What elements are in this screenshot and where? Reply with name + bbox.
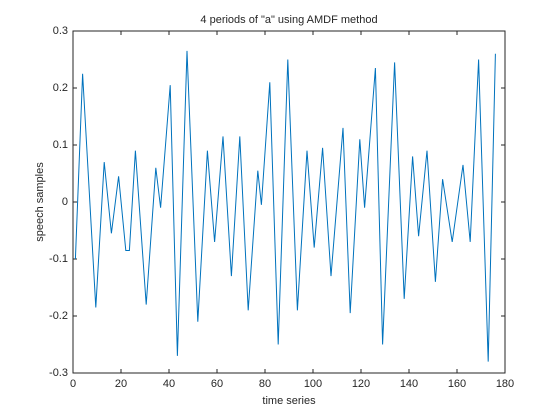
y-tick-label: 0.1 bbox=[53, 139, 68, 151]
x-tick-label: 80 bbox=[259, 378, 271, 390]
x-tick-label: 100 bbox=[304, 378, 322, 390]
y-tick-label: 0.3 bbox=[53, 25, 68, 37]
x-tick-label: 160 bbox=[448, 378, 466, 390]
line-series bbox=[74, 50, 496, 362]
x-tick-label: 0 bbox=[70, 378, 76, 390]
x-tick-label: 60 bbox=[211, 378, 223, 390]
chart-title: 4 periods of "a" using AMDF method bbox=[200, 14, 377, 26]
x-tick-label: 140 bbox=[400, 378, 418, 390]
x-tick-label: 120 bbox=[352, 378, 370, 390]
y-tick-label: -0.2 bbox=[49, 310, 68, 322]
y-tick-label: 0.2 bbox=[53, 82, 68, 94]
x-axis-label: time series bbox=[262, 395, 316, 407]
y-axis-label: speech samples bbox=[34, 162, 46, 242]
y-tick-label: -0.1 bbox=[49, 253, 68, 265]
y-tick-label: 0 bbox=[62, 196, 68, 208]
x-tick-label: 20 bbox=[115, 378, 127, 390]
x-tick-label: 180 bbox=[496, 378, 514, 390]
x-tick-label: 40 bbox=[163, 378, 175, 390]
y-tick-label: -0.3 bbox=[49, 367, 68, 379]
